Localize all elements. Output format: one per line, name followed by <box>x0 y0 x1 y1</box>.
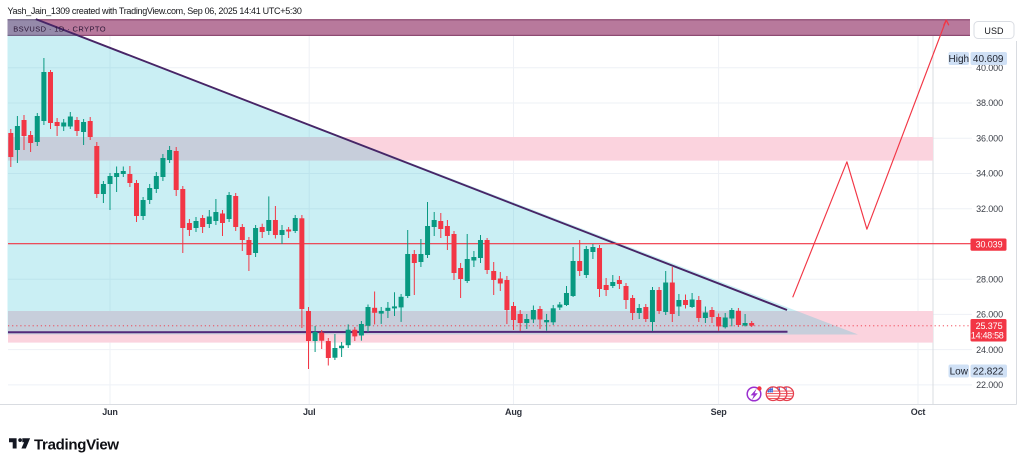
svg-text:30.039: 30.039 <box>976 240 1003 250</box>
svg-text:34.000: 34.000 <box>976 169 1003 179</box>
svg-text:36.000: 36.000 <box>976 134 1003 144</box>
svg-text:TradingView: TradingView <box>34 437 119 454</box>
svg-text:38.000: 38.000 <box>976 98 1003 108</box>
svg-text:40.000: 40.000 <box>976 63 1003 73</box>
svg-text:Jul: Jul <box>303 407 315 417</box>
svg-text:Low: Low <box>950 366 969 377</box>
svg-text:28.000: 28.000 <box>976 274 1003 284</box>
svg-text:Sep: Sep <box>711 407 728 417</box>
svg-text:26.000: 26.000 <box>976 310 1003 320</box>
svg-text:High: High <box>949 54 970 65</box>
svg-text:Yash_Jain_1309 created with Tr: Yash_Jain_1309 created with TradingView.… <box>8 6 302 16</box>
svg-text:40.609: 40.609 <box>973 54 1004 65</box>
svg-text:Jun: Jun <box>102 407 117 417</box>
svg-text:14:48:58: 14:48:58 <box>971 331 1004 341</box>
svg-text:24.000: 24.000 <box>976 345 1003 355</box>
svg-text:25.375: 25.375 <box>976 321 1003 331</box>
svg-text:32.000: 32.000 <box>976 204 1003 214</box>
svg-text:22.822: 22.822 <box>973 366 1004 377</box>
svg-text:USD: USD <box>984 26 1004 36</box>
svg-text:22.000: 22.000 <box>976 380 1003 390</box>
svg-text:Aug: Aug <box>505 407 522 417</box>
svg-text:BSVUSD · 1D · CRYPTO: BSVUSD · 1D · CRYPTO <box>13 25 106 34</box>
svg-text:Oct: Oct <box>911 407 926 417</box>
